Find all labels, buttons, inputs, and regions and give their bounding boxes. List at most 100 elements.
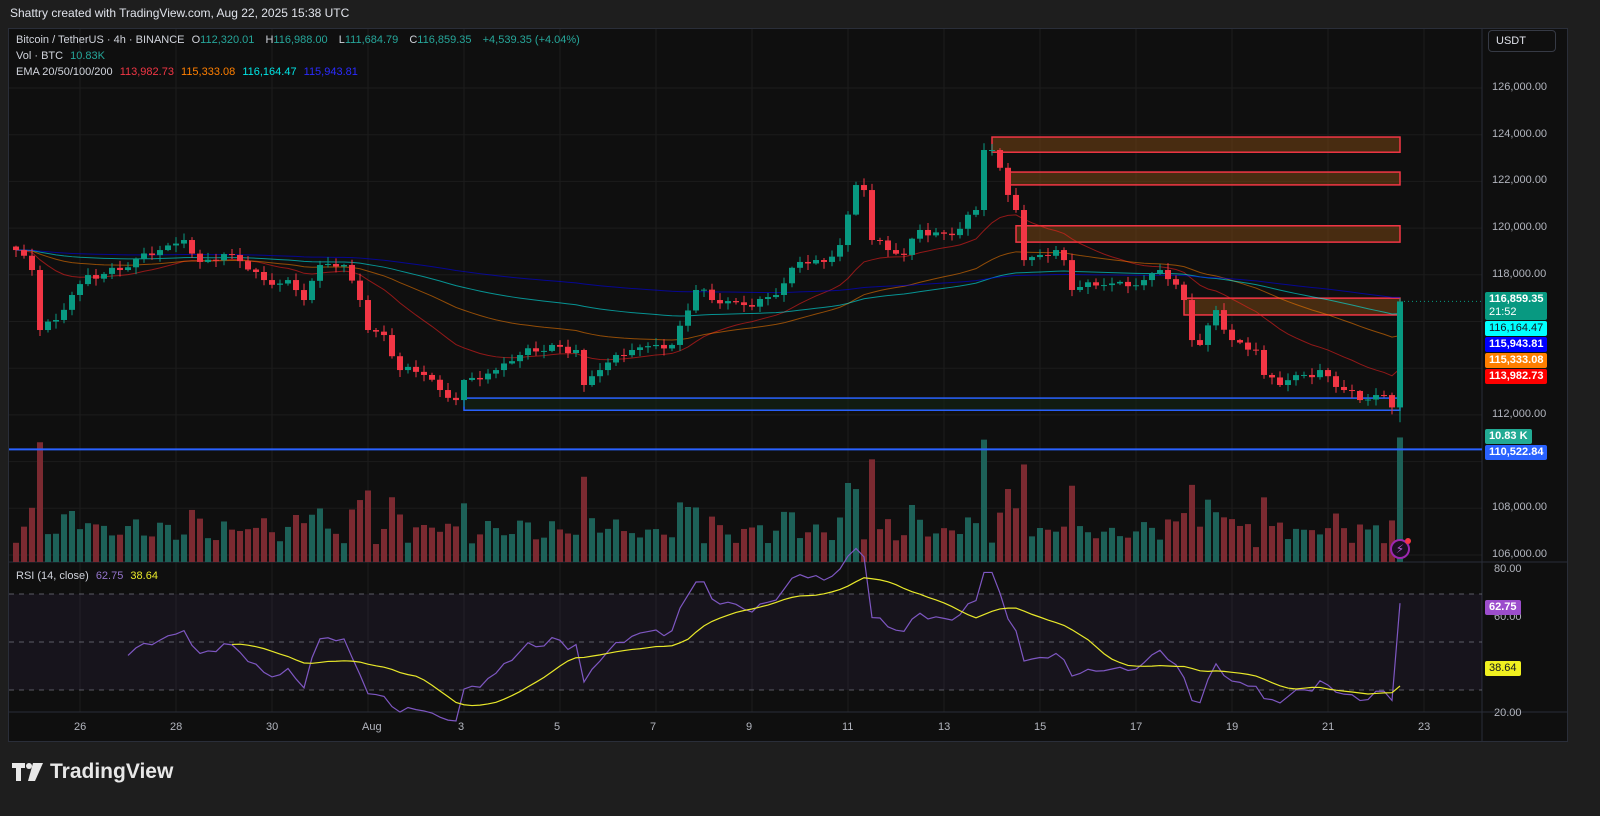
time-axis-label: 5 [554,721,561,733]
candle-body [349,264,355,281]
volume-bar [1245,524,1251,562]
candle-body [1061,250,1067,261]
volume-bar [821,532,827,562]
volume-bar [197,518,203,562]
lightning-icon[interactable]: ⚡ [1390,538,1411,559]
candle-body [213,259,219,261]
volume-bar [653,529,659,562]
rsi-ma-tag: 38.64 [1485,661,1521,676]
volume-bar [109,535,115,562]
ema50-price-tag: 115,333.08 [1485,353,1548,368]
volume-bar [1253,547,1259,562]
candle-body [989,150,995,152]
volume-bar [645,529,651,562]
candle-body [1021,210,1027,261]
volume-bar [213,540,219,562]
candle-body [1237,340,1243,343]
volume-bar [461,503,467,562]
volume-bar [397,514,403,562]
ema100-price-tag: 116,164.47 [1485,321,1548,336]
candle-body [1133,285,1139,287]
candle-body [797,261,803,268]
volume-bar [765,543,771,562]
volume-bar [981,439,987,562]
candle-body [61,309,67,320]
volume-bar [429,527,435,562]
candle-body [861,185,867,191]
volume-bar [1397,437,1403,562]
tradingview-logo[interactable]: TradingView [12,760,173,784]
volume-bar [445,523,451,562]
candle-body [109,267,115,274]
level-price-tag: 110,522.84 [1485,445,1548,460]
candle-body [1221,310,1227,330]
volume-bar [453,526,459,562]
volume-bar [1045,529,1051,562]
candle-body [629,349,635,356]
volume-bar [1293,528,1299,562]
volume-bar [549,521,555,562]
volume-bar [189,509,195,562]
volume-bar [341,543,347,562]
candle-body [1197,340,1203,345]
candle-body [605,362,611,371]
volume-label[interactable]: Vol · BTC [16,50,64,62]
candle-body [373,330,379,332]
candle-body [1301,374,1307,376]
last-price-tag: 116,859.35 21:52 [1485,292,1548,320]
ema-label[interactable]: EMA 20/50/100/200 [16,66,113,78]
volume-bar [1125,537,1131,562]
volume-bar [1333,513,1339,562]
volume-bar [1277,522,1283,562]
volume-bar [1213,512,1219,562]
candle-body [453,397,459,401]
candle-body [1245,342,1251,350]
candle-body [429,374,435,380]
close-value: 116,859.35 [417,34,472,46]
currency-button[interactable]: USDT [1488,30,1556,52]
symbol-name[interactable]: Bitcoin / TetherUS · 4h · BINANCE [16,34,185,46]
candle-body [405,366,411,371]
close-label: C [409,34,418,46]
candle-body [85,275,91,285]
candle-body [701,289,707,291]
rsi-label[interactable]: RSI (14, close) [16,570,89,582]
volume-bar [317,508,323,562]
volume-bar [613,519,619,562]
volume-bar [229,529,235,562]
ema-legend: EMA 20/50/100/200 113,982.73 115,333.08 … [16,66,362,78]
volume-bar [573,534,579,562]
candle-body [165,245,171,251]
volume-bar [245,529,251,562]
volume-bar [1365,529,1371,562]
volume-bar [1285,539,1291,562]
candle-body [285,280,291,284]
volume-bar [301,523,307,562]
volume-bar [1301,529,1307,562]
candle-body [1341,386,1347,391]
volume-bar [237,531,243,562]
volume-bar [949,530,955,562]
volume-bar [165,524,171,562]
volume-bar [781,511,787,562]
zone-rectangle [1007,171,1401,186]
volume-bar [253,527,259,562]
candle-body [253,269,259,272]
volume-bar [701,543,707,562]
candle-body [21,250,27,256]
volume-bar [917,519,923,562]
volume-bar [181,534,187,562]
volume-bar [837,517,843,562]
volume-bar [93,524,99,562]
candle-body [517,355,523,362]
volume-bar [1221,517,1227,562]
candle-body [1293,375,1299,381]
volume-bar [1093,538,1099,562]
time-axis-label: 26 [74,721,87,733]
candle-body [197,253,203,262]
candle-body [469,377,475,380]
volume-bar [125,526,131,562]
zone-rectangle [991,136,1401,153]
rsi-line [127,547,1401,722]
